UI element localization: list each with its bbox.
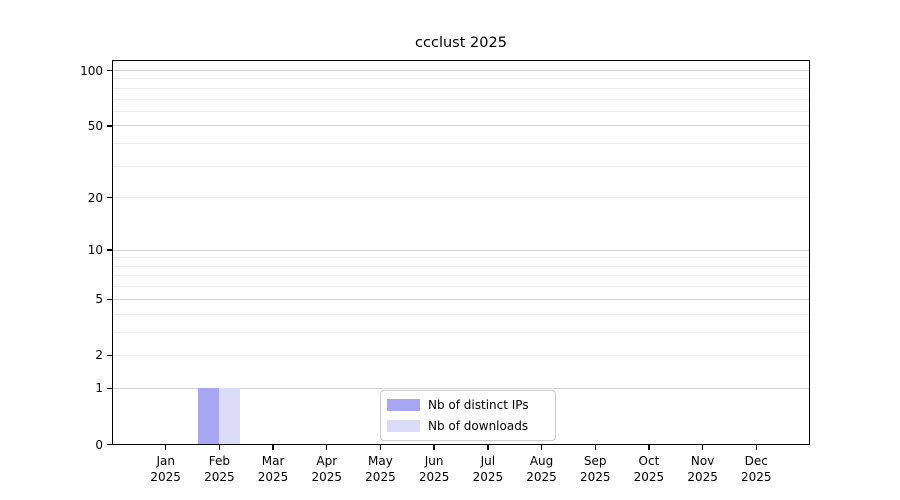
x-tick-year: 2025 (418, 469, 450, 484)
x-tick-label: Jan 2025 (138, 453, 194, 485)
y-axis-tick (106, 387, 112, 390)
x-tick-label: Feb 2025 (191, 453, 247, 485)
x-tick-month: Sep (583, 453, 607, 468)
x-tick-month: May (368, 453, 393, 468)
legend-label-distinct-ips: Nb of distinct IPs (428, 398, 529, 412)
y-tick-label: 1 (95, 381, 103, 396)
bar-distinct-ips (198, 388, 220, 445)
x-tick-month: Aug (529, 453, 554, 468)
gridline-minor (112, 265, 810, 267)
x-tick-month: Mar (261, 453, 285, 468)
x-tick-year: 2025 (633, 469, 665, 484)
x-axis-tick (218, 445, 221, 450)
x-tick-month: Nov (690, 453, 715, 468)
y-axis-tick (106, 249, 112, 251)
y-tick-label: 5 (95, 292, 103, 307)
x-tick-month: Oct (638, 453, 660, 468)
x-axis-tick (164, 445, 167, 450)
x-axis-tick (701, 445, 704, 450)
x-tick-year: 2025 (741, 469, 772, 484)
x-tick-label: May 2025 (352, 453, 408, 485)
x-tick-label: Jun 2025 (406, 453, 462, 485)
gridline-major (112, 70, 810, 71)
legend-item-distinct-ips: Nb of distinct IPs (387, 397, 545, 413)
x-tick-year: 2025 (204, 469, 235, 484)
x-tick-label: Dec 2025 (728, 453, 784, 485)
gridline-minor (112, 286, 810, 288)
bar-downloads (219, 388, 241, 445)
y-tick-label: 50 (87, 118, 103, 133)
gridline-minor (112, 257, 810, 259)
x-tick-year: 2025 (150, 469, 181, 484)
legend-label-downloads: Nb of downloads (428, 419, 529, 433)
x-axis-tick (433, 445, 435, 450)
x-axis-tick (379, 445, 382, 450)
gridline-minor (112, 275, 810, 277)
x-axis-tick (272, 445, 274, 450)
gridline-major (112, 387, 810, 389)
gridline-major (112, 298, 810, 300)
y-tick-label: 0 (95, 437, 103, 452)
y-tick-label: 100 (80, 63, 103, 78)
gridline-minor (112, 313, 810, 315)
legend: Nb of distinct IPs Nb of downloads (380, 390, 556, 441)
gridline-major (112, 249, 810, 251)
legend-swatch-distinct-ips (387, 399, 420, 411)
x-axis-tick (755, 445, 757, 450)
x-tick-label: Oct 2025 (621, 453, 677, 485)
gridline-major (112, 125, 810, 127)
x-tick-year: 2025 (257, 469, 289, 484)
y-tick-label: 2 (95, 348, 103, 363)
gridline-minor (112, 78, 810, 80)
x-tick-month: Jun (424, 453, 444, 468)
x-tick-year: 2025 (365, 469, 396, 484)
y-axis-tick (106, 197, 112, 199)
x-tick-year: 2025 (472, 469, 504, 484)
y-axis-tick (106, 354, 112, 357)
x-axis-tick (326, 445, 328, 450)
x-tick-label: Apr 2025 (299, 453, 355, 485)
y-tick-label: 10 (87, 243, 103, 258)
gridline-minor (112, 87, 810, 89)
x-tick-label: Aug 2025 (514, 453, 570, 485)
y-axis-tick (106, 298, 112, 300)
x-tick-month: Apr (316, 453, 338, 468)
x-tick-label: Mar 2025 (245, 453, 301, 485)
x-tick-year: 2025 (687, 469, 718, 484)
x-tick-label: Jul 2025 (460, 453, 516, 485)
x-tick-year: 2025 (579, 469, 611, 484)
x-tick-month: Dec (744, 453, 768, 468)
x-axis-tick (487, 445, 489, 450)
x-tick-label: Nov 2025 (675, 453, 731, 485)
gridline-minor (112, 98, 810, 100)
x-tick-month: Jan (156, 453, 175, 468)
x-tick-label: Sep 2025 (567, 453, 623, 485)
legend-item-downloads: Nb of downloads (387, 418, 545, 434)
x-tick-year: 2025 (526, 469, 557, 484)
x-tick-month: Jul (480, 453, 496, 468)
x-axis-tick (594, 445, 596, 450)
gridline-minor (112, 110, 810, 112)
y-axis-tick (106, 125, 112, 127)
x-axis-tick (648, 445, 650, 450)
y-axis-tick (106, 443, 112, 446)
x-tick-month: Feb (208, 453, 230, 468)
x-axis-tick (540, 445, 543, 450)
y-axis-tick (106, 69, 112, 72)
gridline-minor (112, 165, 810, 167)
x-tick-year: 2025 (311, 469, 343, 484)
legend-swatch-downloads (387, 420, 420, 432)
gridline-minor (112, 331, 810, 333)
y-tick-label: 20 (87, 190, 103, 205)
plot-area-border (112, 60, 810, 445)
gridline-minor (112, 197, 810, 199)
gridline-minor (112, 143, 810, 145)
chart-title: ccclust 2025 (415, 35, 507, 51)
gridline-minor (112, 354, 810, 356)
